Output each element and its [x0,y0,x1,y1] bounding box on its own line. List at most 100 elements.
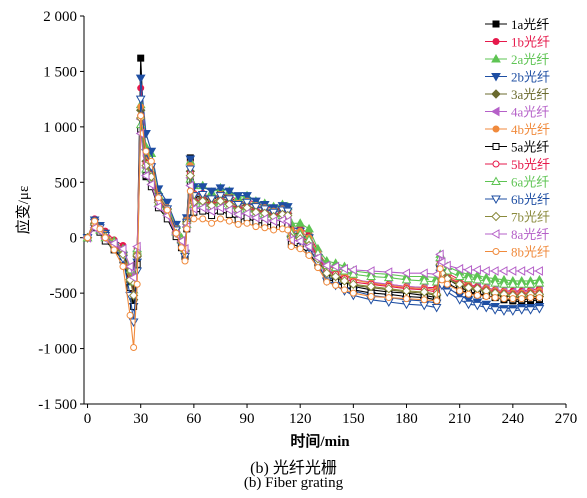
data-point [401,268,411,279]
data-point [190,215,198,223]
data-point [304,223,314,233]
data-point [295,236,304,246]
data-point [154,194,162,202]
x-tick-label: 270 [555,411,578,427]
x-tick-label: 180 [395,411,418,427]
data-point [185,180,194,191]
data-point [435,249,444,260]
data-point [516,266,526,276]
data-point [330,261,340,272]
data-point [527,294,535,302]
data-point [162,198,173,208]
data-point [183,225,191,233]
data-point [490,278,500,287]
legend-marker [492,38,500,45]
x-tick-label: 0 [84,411,92,427]
legend-item: 2a光纤 [485,52,549,67]
legend-marker [491,89,501,99]
data-point [199,215,207,223]
legend-label: 4a光纤 [511,105,549,120]
data-point [498,266,508,276]
data-point [535,294,543,302]
data-point [465,290,473,298]
data-point [490,306,500,315]
data-point [332,281,340,289]
legend-item: 1b光纤 [485,35,550,50]
data-point [367,292,375,300]
data-point [206,187,217,197]
legend-item: 8a光纤 [485,227,549,242]
data-point [482,292,490,300]
legend-label: 8b光纤 [511,245,550,260]
data-point [130,343,138,351]
legend-label: 2b光纤 [511,70,550,85]
data-point [525,266,535,276]
data-point [438,276,446,284]
data-point [321,260,331,271]
data-point [84,234,92,242]
data-point [366,281,376,292]
data-point [323,278,331,286]
data-point [463,300,474,310]
data-point [436,257,446,267]
data-point [366,266,375,276]
data-point [401,274,412,284]
data-point [216,215,224,223]
data-point [163,206,171,214]
data-point [233,200,244,210]
data-point [454,263,464,274]
data-point [132,250,142,261]
data-point [403,295,411,303]
data-point [507,266,517,276]
data-point [431,304,442,313]
data-point [147,157,155,165]
data-point [153,201,162,212]
data-point [242,208,251,219]
data-point [146,179,155,190]
data-point [499,307,509,316]
legend-item: 2b光纤 [485,70,550,85]
data-point [101,234,109,242]
data-point [454,271,465,281]
data-point [177,244,185,252]
legend-marker [491,211,501,222]
data-point [314,264,322,272]
data-point [215,184,226,193]
data-point [472,301,483,311]
data-point [348,279,359,289]
data-point [366,271,376,281]
series-6 [82,114,543,297]
data-point [128,272,138,283]
data-point [443,280,451,288]
data-point [507,279,518,288]
x-tick-label: 90 [240,411,255,427]
data-point [137,54,145,62]
data-point [481,266,490,276]
data-point [282,216,292,226]
legend-label: 7b光纤 [511,210,550,225]
x-tick-label: 120 [289,411,312,427]
data-point [185,170,196,181]
data-point [197,202,207,213]
data-point [454,296,465,305]
legend-label: 2a光纤 [511,52,549,67]
data-point [185,155,196,165]
data-point [491,294,499,302]
data-point [419,268,428,279]
data-point [383,272,394,282]
data-point [507,307,518,316]
legend-label: 5b光纤 [511,157,550,172]
legend-item: 3a光纤 [485,87,549,102]
legend-label: 8a光纤 [511,227,549,242]
data-point [525,279,536,288]
data-point [473,291,481,299]
legend-item: 6b光纤 [485,192,550,207]
data-point [252,223,260,231]
data-point [135,95,146,105]
legend-label: 6b光纤 [511,192,550,207]
data-point [384,284,394,294]
legend-marker [491,195,501,205]
data-point [500,295,508,303]
data-point [96,225,104,233]
data-point [481,275,492,285]
